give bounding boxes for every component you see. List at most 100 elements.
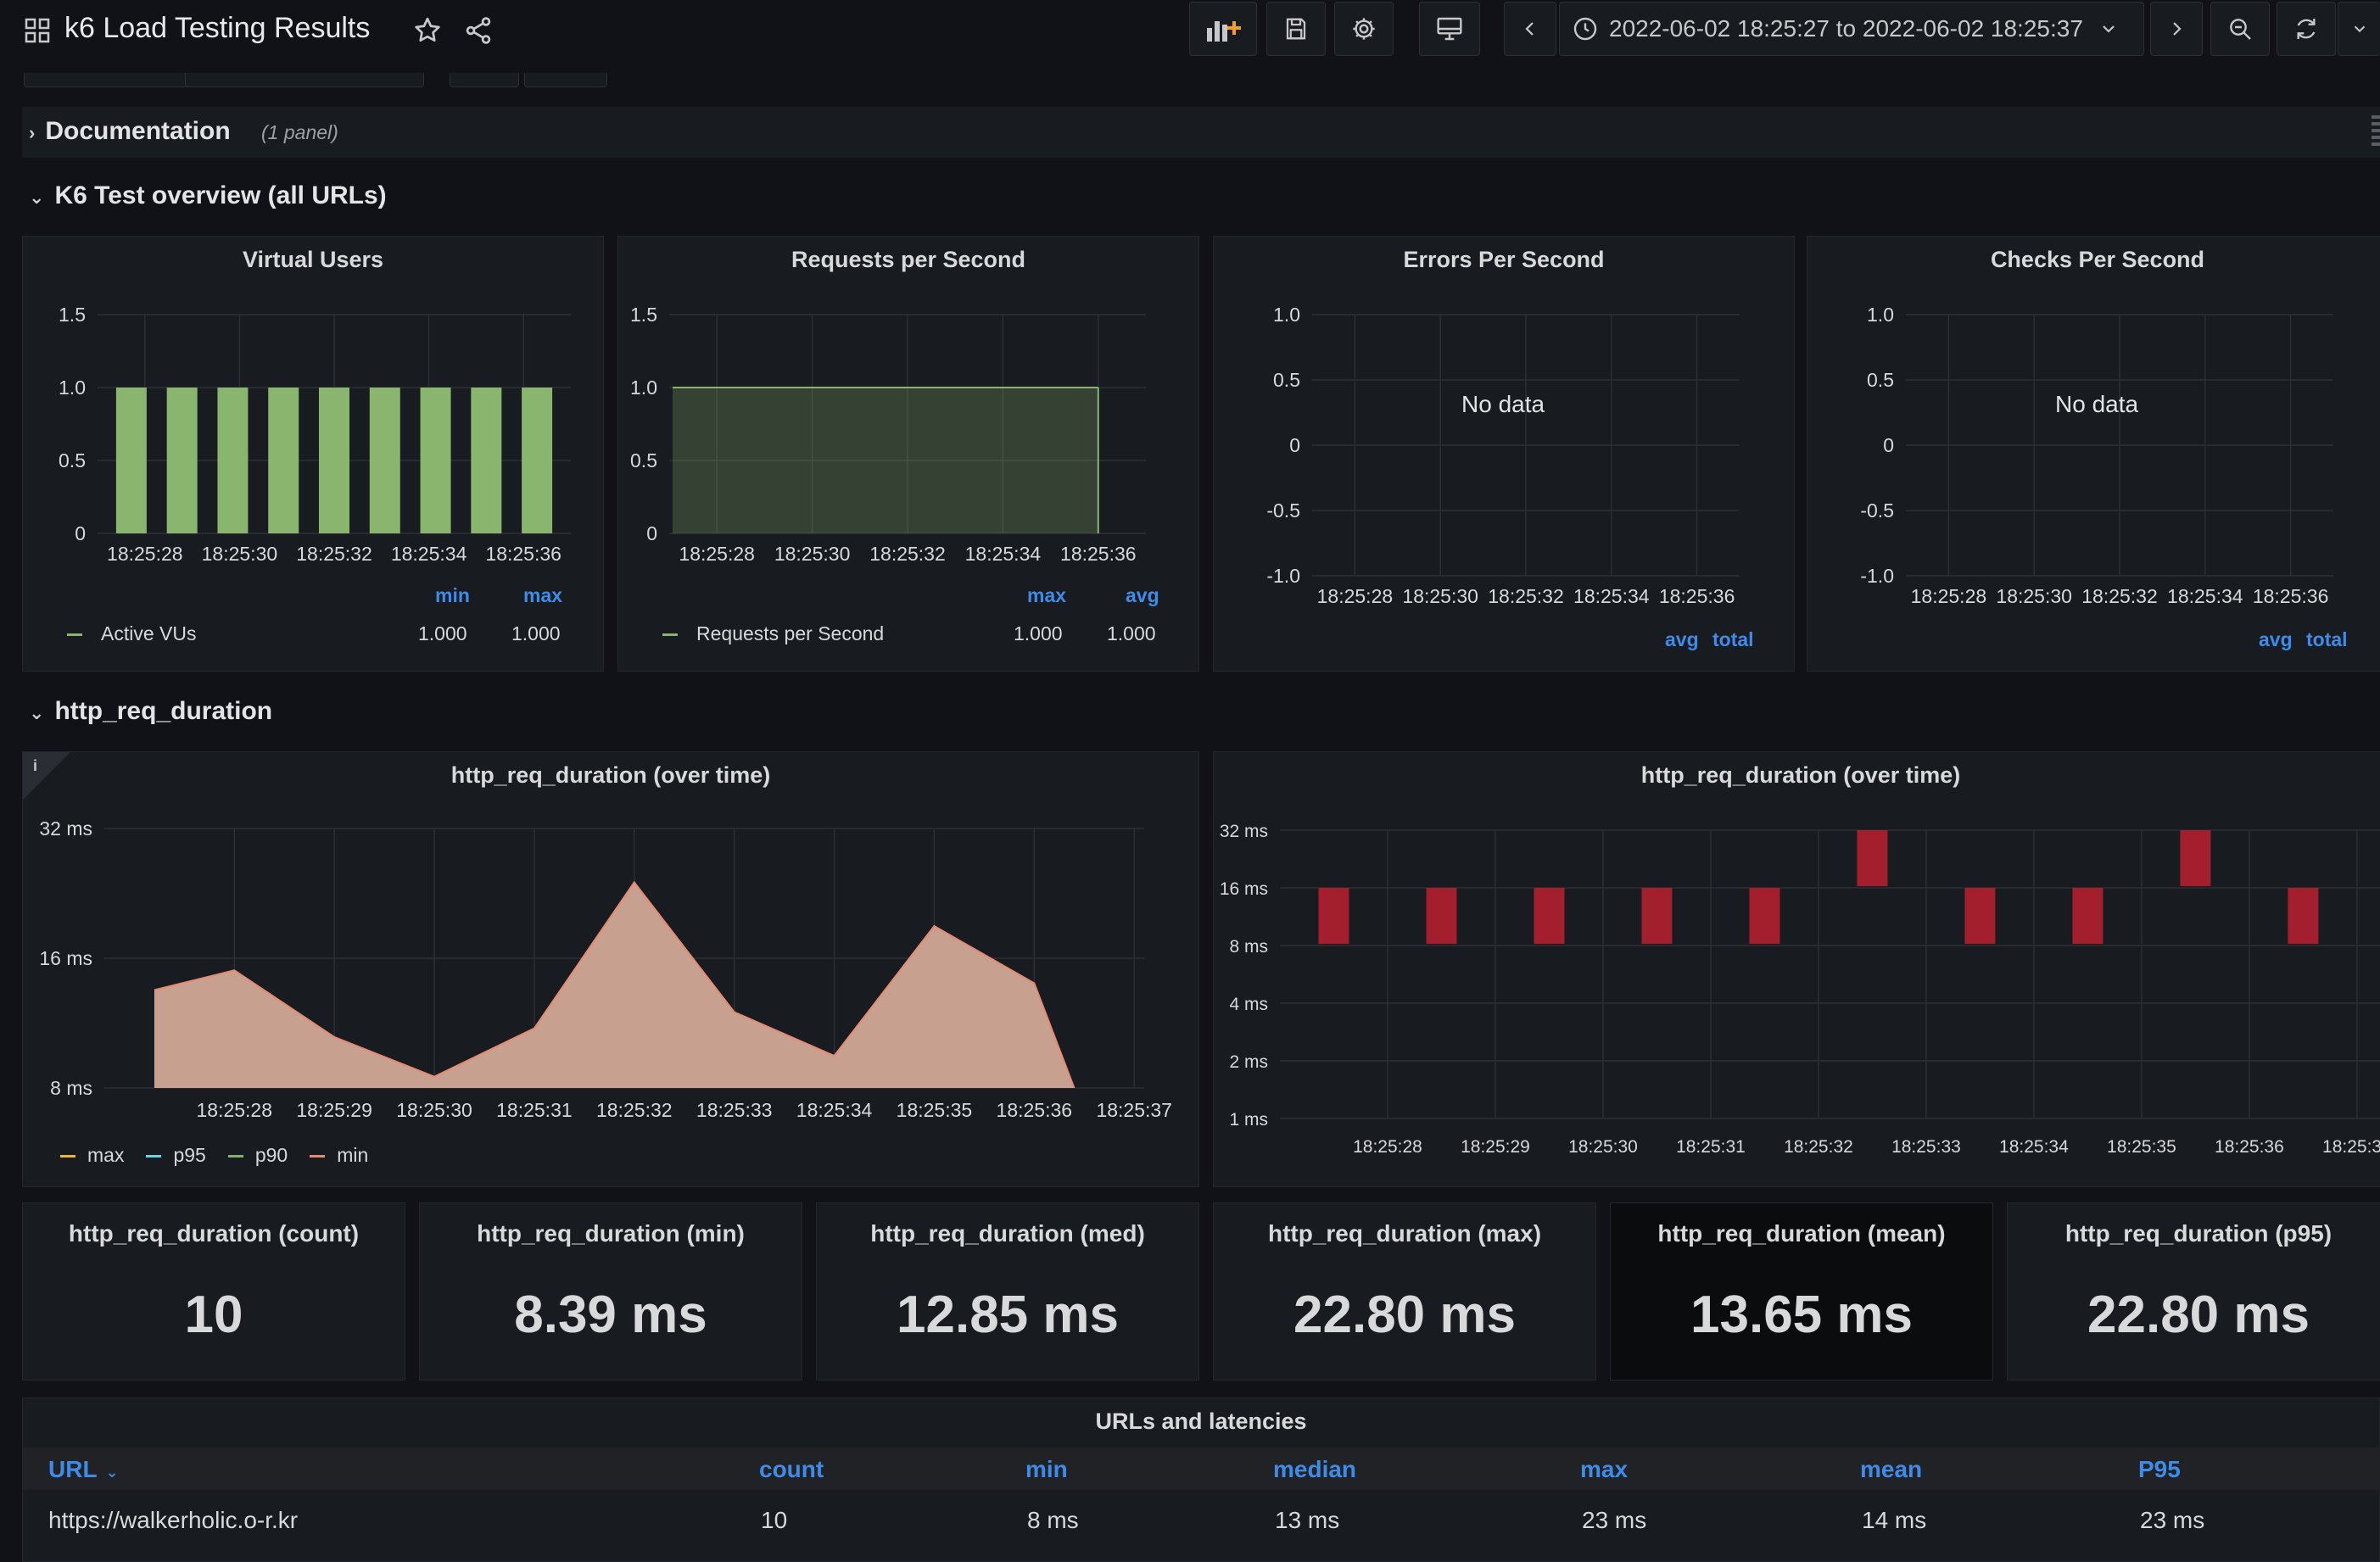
panel-duration-heatmap[interactable]: http_req_duration (over time) 1 ms 2 ms 4 …	[1213, 751, 2380, 1187]
legend-item-min[interactable]: min	[310, 1144, 368, 1167]
x-tick-label: 18:25:33	[1891, 1137, 1961, 1157]
save-dashboard-button[interactable]	[1266, 2, 1326, 56]
legend-header-max[interactable]: max	[1027, 584, 1067, 606]
stat-panel[interactable]: http_req_duration (count) 10	[22, 1202, 405, 1381]
cell-mean: 14 ms	[1862, 1507, 1927, 1533]
column-header-count[interactable]: count	[759, 1456, 824, 1482]
stat-panel[interactable]: http_req_duration (max) 22.80 ms	[1213, 1202, 1596, 1381]
legend-header-total[interactable]: total	[2306, 628, 2348, 650]
variable-selector[interactable]	[185, 73, 424, 87]
x-tick-label: 18:25:36	[2253, 585, 2329, 607]
column-header-median[interactable]: median	[1273, 1456, 1357, 1482]
time-forward-button[interactable]	[2150, 2, 2203, 56]
star-icon[interactable]	[412, 15, 443, 46]
cell-url[interactable]: https://walkerholic.o-r.kr	[48, 1507, 299, 1533]
row-documentation[interactable]: › Documentation (1 panel)	[22, 107, 2380, 158]
column-header-p95[interactable]: P95	[2138, 1456, 2181, 1482]
heatmap-cell	[2072, 888, 2103, 944]
settings-button[interactable]	[1334, 2, 1394, 56]
x-tick-label: 18:25:34	[1999, 1137, 2069, 1157]
stat-panel[interactable]: http_req_duration (mean) 13.65 ms	[1610, 1202, 1993, 1381]
legend: max p95 p90 min	[60, 1144, 368, 1167]
panel-title: Virtual Users	[242, 247, 384, 272]
variable-selector[interactable]	[450, 73, 519, 87]
share-icon[interactable]	[463, 15, 494, 46]
area-fill	[154, 882, 1075, 1088]
cell-median: 13 ms	[1275, 1507, 1340, 1533]
column-header-mean[interactable]: mean	[1860, 1456, 1923, 1482]
chevron-down-icon	[2103, 25, 2115, 33]
column-header-min[interactable]: min	[1025, 1456, 1068, 1482]
legend-value-min: 1.000	[418, 622, 467, 644]
refresh-button[interactable]	[2277, 2, 2336, 56]
heatmap-cell	[1318, 888, 1349, 944]
legend-header-max[interactable]: max	[523, 584, 563, 606]
drag-handle-icon[interactable]	[2372, 115, 2380, 149]
duration-area-chart: 8 ms 16 ms 32 ms 18:25:28 18:25:29 18:25:30 18…	[39, 817, 1172, 1121]
time-picker[interactable]: 2022-06-02 18:25:27 to 2022-06-02 18:25:…	[1559, 2, 2144, 56]
legend-item-p95[interactable]: p95	[146, 1144, 206, 1167]
tv-mode-button[interactable]	[1419, 2, 1480, 56]
panel-checks-per-second[interactable]: Checks Per Second -1.0 -0.5 0 0.5 1.0 18:25:2…	[1807, 236, 2380, 672]
y-tick-label: 0.5	[630, 449, 657, 471]
legend-header-total[interactable]: total	[1712, 628, 1754, 650]
time-back-button[interactable]	[1504, 2, 1556, 56]
legend-value-max: 1.000	[1014, 622, 1063, 644]
bar	[319, 388, 349, 533]
bar	[522, 388, 553, 533]
dashboard-title[interactable]: k6 Load Testing Results	[64, 12, 371, 44]
x-tick-label: 18:25:36	[485, 543, 561, 565]
top-bar: k6 Load Testing Results 2022-06-02 18:25…	[0, 0, 2380, 61]
refresh-interval-dropdown[interactable]	[2338, 2, 2380, 56]
info-corner-icon[interactable]	[23, 752, 70, 800]
x-tick-label: 18:25:28	[679, 543, 755, 565]
table-row[interactable]: https://walkerholic.o-r.kr 10 8 ms 13 ms…	[23, 1492, 2380, 1542]
legend-series-name[interactable]: Active VUs	[101, 622, 197, 644]
y-tick-label: 0.5	[1867, 369, 1894, 391]
x-tick-label: 18:25:30	[396, 1099, 472, 1121]
panel-errors-per-second[interactable]: Errors Per Second -1.0 -0.5 0 0.5 1.0 18:25:2…	[1213, 236, 1795, 672]
x-tick-label: 18:25:32	[869, 543, 946, 565]
bar	[369, 388, 400, 533]
legend-item-max[interactable]: max	[60, 1144, 124, 1167]
add-panel-button[interactable]	[1189, 2, 1257, 56]
zoom-out-button[interactable]	[2210, 2, 2270, 56]
cell-p95: 23 ms	[2140, 1507, 2205, 1533]
panel-requests-per-second[interactable]: Requests per Second 0 0.5 1.0 1.5 18:25:28 18…	[617, 236, 1199, 672]
y-tick-label: 0.5	[1273, 369, 1300, 391]
requests-per-second-chart: 0 0.5 1.0 1.5 18:25:28 18:25:30 18:25:32 18:25:…	[630, 304, 1146, 565]
legend-series-name[interactable]: Requests per Second	[696, 622, 885, 644]
heatmap-cell	[1426, 888, 1457, 944]
stat-title: http_req_duration (med)	[870, 1220, 1145, 1247]
row-title: K6 Test overview (all URLs)	[54, 181, 387, 209]
row-k6-overview[interactable]: ⌄ K6 Test overview (all URLs)	[29, 181, 387, 210]
no-data-text: No data	[1461, 391, 1545, 417]
dashboards-grid-icon[interactable]	[24, 17, 51, 44]
variable-selector[interactable]	[24, 73, 192, 87]
heatmap-cell	[1749, 888, 1780, 944]
panel-duration-area[interactable]: i http_req_duration (over time) 8 ms 16 m…	[22, 751, 1199, 1187]
legend-header-avg[interactable]: avg	[1126, 584, 1159, 606]
y-tick-label: 0.5	[59, 449, 86, 471]
stat-panel[interactable]: http_req_duration (p95) 22.80 ms	[2007, 1202, 2380, 1381]
x-tick-label: 18:25:30	[774, 543, 851, 565]
panel-virtual-users[interactable]: Virtual Users 0 0.5 1.0 1.5 18:25:28 18:25:30…	[22, 236, 604, 672]
column-header-max[interactable]: max	[1580, 1456, 1629, 1482]
y-tick-label: 1.5	[59, 304, 86, 326]
table-header-row	[23, 1448, 2380, 1490]
legend-header-avg[interactable]: avg	[2259, 628, 2293, 650]
panel-title: http_req_duration (over time)	[450, 762, 771, 788]
stat-panel[interactable]: http_req_duration (min) 8.39 ms	[419, 1202, 802, 1381]
legend-item-p90[interactable]: p90	[227, 1144, 288, 1167]
panel-urls-latencies[interactable]: URLs and latencies URL ⌄ count min median…	[22, 1397, 2380, 1562]
x-tick-label: 18:25:30	[202, 543, 278, 565]
legend-header-avg[interactable]: avg	[1665, 628, 1699, 650]
x-tick-label: 18:25:34	[1573, 585, 1650, 607]
bar	[166, 388, 198, 533]
row-http-req-duration[interactable]: ⌄ http_req_duration	[29, 697, 272, 726]
variable-selector[interactable]	[524, 73, 607, 87]
legend-header-min[interactable]: min	[435, 584, 470, 606]
virtual-users-chart: 0 0.5 1.0 1.5 18:25:28 18:25:30 18:25:32 18:25:…	[59, 304, 571, 565]
column-header-url[interactable]: URL ⌄	[48, 1456, 119, 1482]
stat-panel[interactable]: http_req_duration (med) 12.85 ms	[816, 1202, 1199, 1381]
